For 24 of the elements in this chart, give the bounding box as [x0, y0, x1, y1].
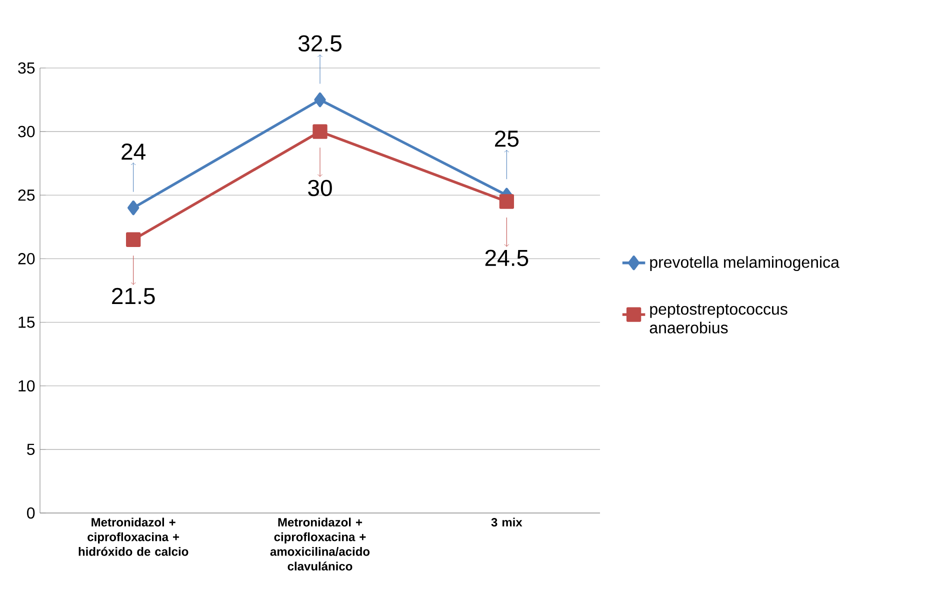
point [128, 200, 140, 216]
y-tick-label: 5 [27, 444, 35, 455]
data-label: 24.5 [485, 250, 528, 266]
x-tick-label: Metronidazol + ciprofloxacina + hidróxido de calcio [78, 518, 188, 556]
x-tick-label: 3 mix [491, 518, 522, 527]
data-label: 24 [122, 144, 146, 160]
data-label: 25 [495, 130, 519, 147]
y-tick-label: 25 [18, 189, 35, 201]
y-tick-label: 20 [18, 253, 35, 264]
data-label: 21.5 [112, 288, 155, 304]
point [126, 232, 141, 247]
y-tick-label: 10 [18, 380, 35, 392]
y-tick-label: 0 [27, 507, 35, 519]
point [314, 92, 326, 108]
data-label: 30 [308, 180, 332, 196]
legend-label: prevotella melaminogenica [650, 256, 840, 272]
point [312, 124, 328, 139]
point [499, 194, 514, 209]
y-tick-label: 30 [18, 126, 35, 138]
data-label: 32.5 [298, 35, 342, 52]
x-tick-label: Metronidazol + ciprofloxacina + amoxicilina/acido clavulánico [270, 518, 370, 571]
y-tick-label: 15 [18, 316, 35, 328]
y-tick-label: 35 [18, 62, 35, 74]
legend-label: peptostreptococcus anaerobius [650, 304, 788, 334]
